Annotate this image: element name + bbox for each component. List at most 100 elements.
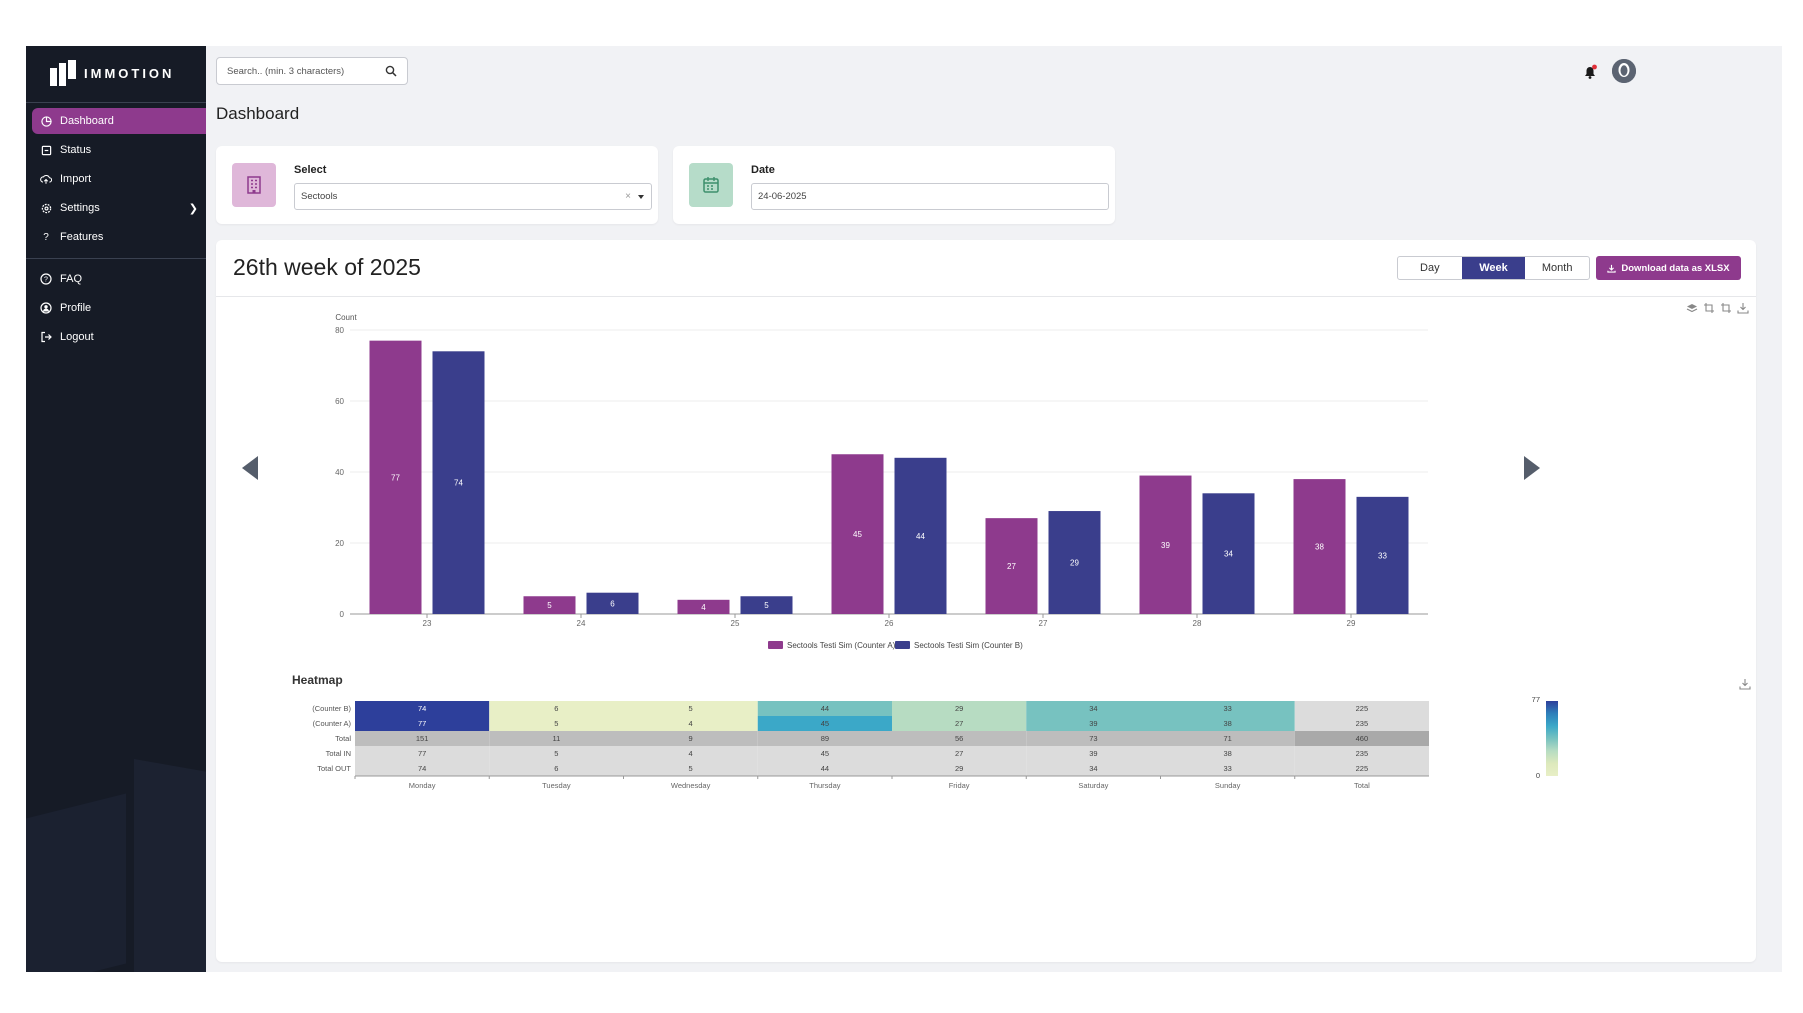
heatmap-chart: (Counter B) 74 6 5 44 29 34 33 225(Counter A) 77 5… bbox=[312, 695, 1558, 790]
heatmap-cell bbox=[1026, 701, 1161, 716]
bar bbox=[831, 454, 884, 614]
sidebar-item-profile[interactable]: Profile bbox=[32, 295, 206, 321]
legend-swatch bbox=[895, 641, 910, 649]
scale-max-label: 77 bbox=[1532, 695, 1540, 704]
bar-value-label: 34 bbox=[1224, 550, 1233, 559]
heatmap-row-label: (Counter A) bbox=[313, 719, 352, 728]
sidebar-item-dashboard[interactable]: Dashboard bbox=[32, 108, 206, 134]
x-tick-label: 27 bbox=[1039, 619, 1048, 628]
heatmap-cell bbox=[489, 716, 624, 731]
heatmap-cell bbox=[892, 701, 1027, 716]
bar bbox=[894, 457, 947, 614]
heatmap-cell bbox=[355, 746, 490, 761]
heatmap-cell-value: 74 bbox=[418, 764, 426, 773]
y-tick-label: 80 bbox=[335, 326, 344, 335]
x-tick-label: 23 bbox=[423, 619, 432, 628]
heatmap-column-label: Monday bbox=[409, 781, 436, 790]
search-icon[interactable] bbox=[385, 65, 397, 77]
y-tick-label: 40 bbox=[335, 468, 344, 477]
bar bbox=[369, 340, 422, 614]
x-tick-label: 24 bbox=[577, 619, 586, 628]
notification-bell-icon[interactable] bbox=[1582, 64, 1598, 80]
y-tick-label: 60 bbox=[335, 397, 344, 406]
heatmap-title: Heatmap bbox=[292, 673, 343, 687]
sidebar-item-label: Import bbox=[60, 173, 92, 185]
heatmap-cell-value: 33 bbox=[1223, 764, 1231, 773]
divider bbox=[26, 258, 206, 259]
search-input[interactable]: Search.. (min. 3 characters) bbox=[216, 57, 408, 85]
logo[interactable]: IMMOTION bbox=[50, 54, 174, 92]
legend-label: Sectools Testi Sim (Counter A) bbox=[787, 641, 896, 650]
sidebar-nav-secondary: ? FAQ Profile Logout bbox=[32, 266, 206, 353]
next-week-arrow[interactable] bbox=[1524, 456, 1540, 480]
sidebar-item-label: Dashboard bbox=[60, 115, 114, 127]
divider bbox=[216, 296, 1756, 297]
site-select-value: Sectools bbox=[301, 191, 338, 202]
heatmap-cell-value: 5 bbox=[554, 749, 558, 758]
download-xlsx-button[interactable]: Download data as XLSX bbox=[1596, 256, 1741, 280]
period-week-button[interactable]: Week bbox=[1461, 257, 1526, 279]
period-day-button[interactable]: Day bbox=[1420, 262, 1440, 274]
heatmap-cell-value: 9 bbox=[689, 734, 693, 743]
bar-value-label: 5 bbox=[547, 601, 552, 610]
clear-icon[interactable]: × bbox=[625, 191, 631, 202]
bar-value-label: 29 bbox=[1070, 559, 1079, 568]
heatmap-cell bbox=[757, 746, 892, 761]
sidebar-nav: Dashboard Status Import Settings ❯ bbox=[32, 108, 206, 253]
heatmap-cell-value: 29 bbox=[955, 704, 963, 713]
heatmap-cell-value: 73 bbox=[1089, 734, 1097, 743]
save-image-icon[interactable] bbox=[1737, 302, 1749, 314]
sidebar-item-import[interactable]: Import bbox=[32, 166, 206, 192]
date-filter-card: Date 24-06-2025 bbox=[673, 146, 1115, 224]
divider bbox=[26, 102, 206, 103]
sidebar-item-settings[interactable]: Settings ❯ bbox=[32, 195, 206, 221]
site-select[interactable]: Sectools × bbox=[294, 183, 652, 210]
heatmap-row-label: Total bbox=[335, 734, 351, 743]
heatmap-cell bbox=[892, 746, 1027, 761]
logo-text: IMMOTION bbox=[84, 65, 175, 81]
heatmap-row-label: (Counter B) bbox=[312, 704, 351, 713]
heatmap-cell bbox=[355, 731, 490, 746]
previous-week-arrow[interactable] bbox=[242, 456, 258, 480]
heatmap-cell-value: 4 bbox=[689, 749, 693, 758]
y-tick-label: 0 bbox=[340, 610, 345, 619]
heatmap-cell bbox=[1294, 761, 1429, 776]
bar bbox=[523, 596, 576, 614]
heatmap-download-icon[interactable] bbox=[1739, 678, 1751, 690]
heatmap-cell bbox=[1160, 731, 1295, 746]
heatmap-cell bbox=[1160, 746, 1295, 761]
sidebar-item-faq[interactable]: ? FAQ bbox=[32, 266, 206, 292]
heatmap-cell-value: 39 bbox=[1089, 719, 1097, 728]
date-value: 24-06-2025 bbox=[758, 191, 807, 202]
heatmap-cell bbox=[623, 701, 758, 716]
heatmap-cell-value: 38 bbox=[1223, 719, 1231, 728]
date-field[interactable]: 24-06-2025 bbox=[751, 183, 1109, 210]
bar bbox=[985, 518, 1038, 614]
heatmap-cell bbox=[757, 761, 892, 776]
heatmap-column-label: Wednesday bbox=[671, 781, 711, 790]
zoom-reset-icon[interactable] bbox=[1720, 302, 1732, 314]
x-tick-label: 28 bbox=[1193, 619, 1202, 628]
heatmap-cell-value: 27 bbox=[955, 749, 963, 758]
bar-value-label: 27 bbox=[1007, 562, 1016, 571]
heatmap-cell bbox=[1160, 701, 1295, 716]
search-placeholder: Search.. (min. 3 characters) bbox=[227, 65, 345, 77]
bar-value-label: 44 bbox=[916, 532, 925, 541]
avatar[interactable] bbox=[1612, 59, 1636, 83]
heatmap-column-label: Friday bbox=[949, 781, 970, 790]
sidebar-item-status[interactable]: Status bbox=[32, 137, 206, 163]
heatmap-column-label: Sunday bbox=[1215, 781, 1241, 790]
zoom-icon[interactable] bbox=[1703, 302, 1715, 314]
bar-value-label: 77 bbox=[391, 473, 400, 482]
logout-icon bbox=[40, 331, 52, 343]
period-month-button[interactable]: Month bbox=[1541, 262, 1573, 274]
sidebar-item-logout[interactable]: Logout bbox=[32, 324, 206, 350]
sidebar-item-features[interactable]: ? Features bbox=[32, 224, 206, 250]
heatmap-cell-value: 235 bbox=[1356, 749, 1369, 758]
heatmap-cell bbox=[1160, 761, 1295, 776]
stack-icon[interactable] bbox=[1686, 302, 1698, 314]
chevron-down-icon[interactable] bbox=[638, 195, 644, 199]
heatmap-cell-value: 11 bbox=[552, 734, 560, 743]
dashboard-icon bbox=[40, 115, 52, 127]
